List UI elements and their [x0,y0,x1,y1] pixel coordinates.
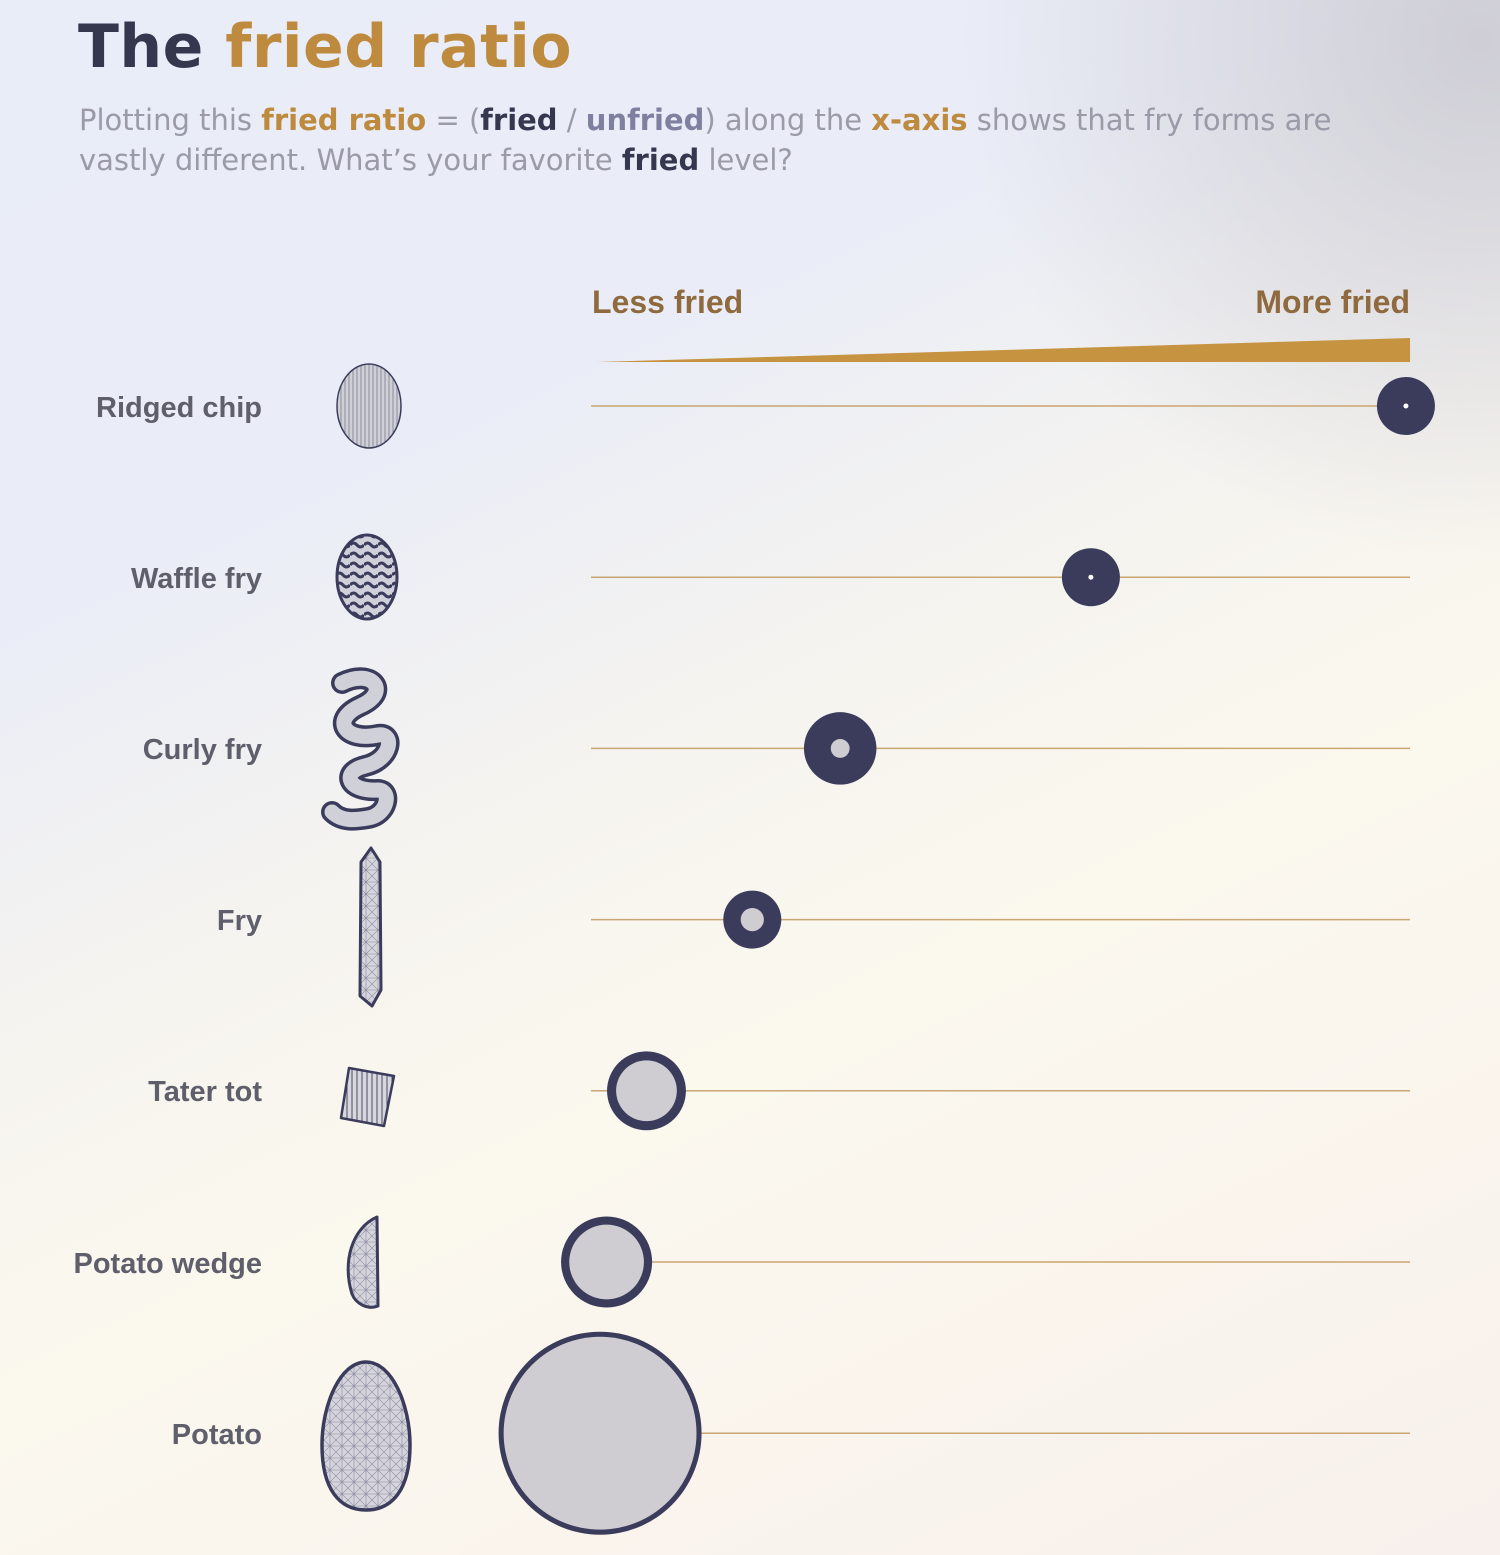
subtitle-fried: fried [480,103,558,137]
row-label-fry: Fry [217,905,262,937]
axis-low-label: Less fried [592,284,743,320]
ridged-chip-icon [336,363,402,449]
subtitle-text-1: Plotting this [79,103,253,137]
fried-gradient-wedge [596,338,1410,362]
subtitle-text-3: = ( [435,103,481,137]
subtitle-text-7: ) along the [704,103,863,137]
subtitle-text-11: level? [708,143,793,177]
axis-high-label: More fried [1255,284,1410,320]
title-prefix: The [78,12,204,82]
point-inner-potato [503,1336,697,1530]
potato-wedge-icon [346,1215,380,1309]
point-inner-potato-wedge [569,1224,644,1300]
row-label-waffle-fry: Waffle fry [131,563,262,595]
waffle-fry-icon [335,533,399,621]
subtitle: Plotting this fried ratio = (fried / unf… [79,100,1409,180]
potato-icon [320,1360,412,1512]
point-inner-tater-tot [616,1060,677,1122]
curly-fry-icon [321,667,400,831]
title-highlight: fried ratio [225,12,573,82]
row-label-potato: Potato [172,1419,262,1451]
row-label-tater-tot: Tater tot [148,1076,262,1108]
tater-tot-icon [339,1066,396,1128]
subtitle-slash: / [566,103,577,137]
fry-icon [358,846,383,1008]
point-inner-curly-fry [830,738,850,758]
point-inner-waffle-fry [1088,574,1094,580]
subtitle-fried-2: fried [621,143,700,177]
point-inner-fry [740,908,764,932]
subtitle-x-axis: x-axis [871,103,968,137]
subtitle-fried-ratio: fried ratio [261,103,427,137]
row-label-ridged-chip: Ridged chip [96,392,262,424]
subtitle-text-9: shows that fry forms are vastly differen… [79,103,1332,177]
subtitle-unfried: unfried [585,103,705,137]
row-label-curly-fry: Curly fry [143,734,262,766]
page-title: The fried ratio [78,12,572,82]
point-inner-ridged-chip [1403,403,1409,409]
chart-rows [498,377,1435,1535]
row-label-potato-wedge: Potato wedge [73,1248,262,1280]
